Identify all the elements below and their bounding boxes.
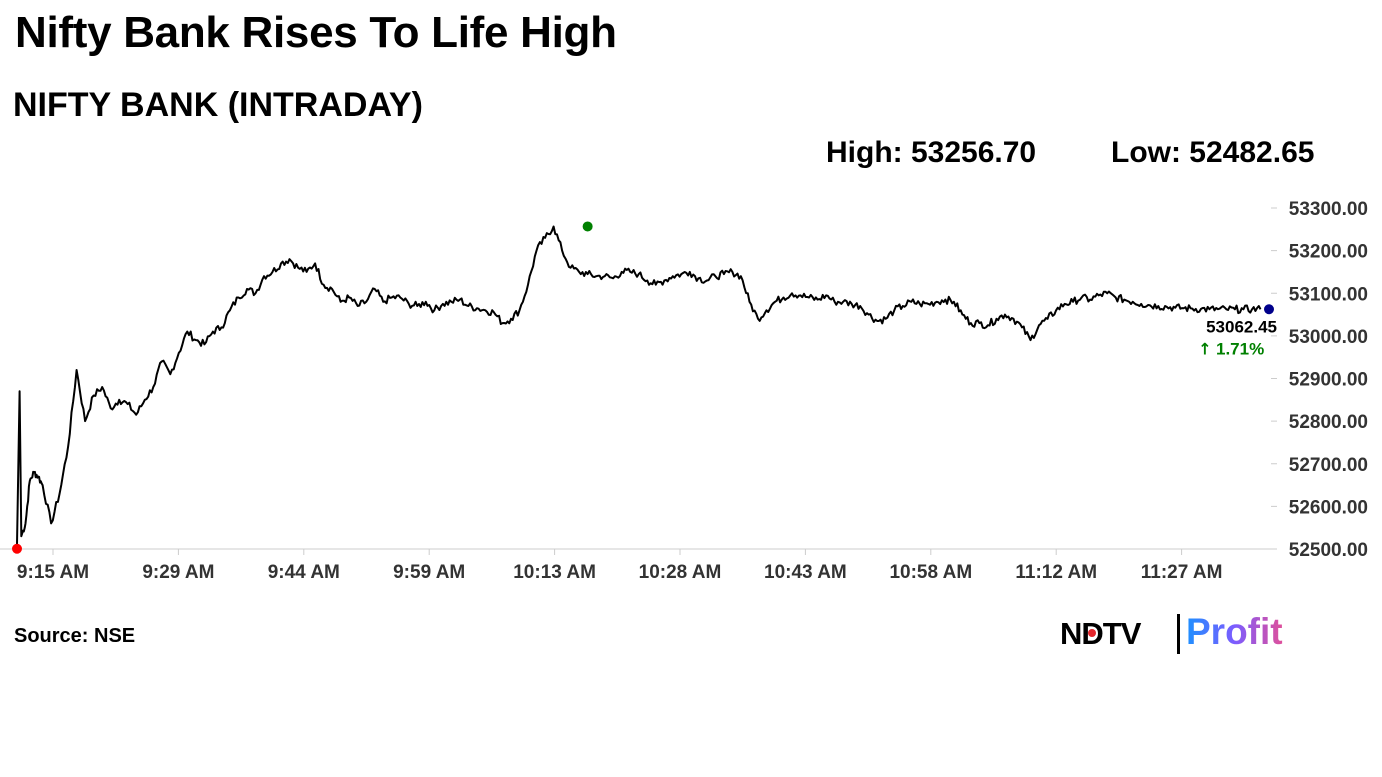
logo-brand-text: NDTV: [1060, 616, 1141, 651]
y-tick-label: 53200.00: [1289, 242, 1368, 263]
x-tick-label: 9:29 AM: [142, 562, 214, 583]
x-tick-label: 10:28 AM: [639, 562, 722, 583]
change-percent-label: 1.71%: [1216, 339, 1264, 358]
day-high: High: 53256.70: [826, 136, 1037, 169]
source-note: Source: NSE: [14, 625, 136, 647]
y-tick-label: 53100.00: [1289, 284, 1368, 305]
y-tick-label: 53300.00: [1289, 199, 1368, 220]
y-tick-label: 52800.00: [1289, 412, 1368, 433]
y-tick-label: 52900.00: [1289, 370, 1368, 391]
logo-divider: [1177, 614, 1180, 654]
headline: Nifty Bank Rises To Life High: [15, 8, 617, 57]
logo-dot-icon: [1088, 629, 1096, 637]
logo-product-text: Profit: [1186, 611, 1283, 652]
series-line: [16, 225, 1262, 545]
day-low: Low: 52482.65: [1111, 136, 1315, 169]
ndtv-profit-logo: NDTV Profit: [1060, 611, 1320, 656]
x-tick-label: 11:27 AM: [1141, 562, 1223, 583]
x-tick-label: 10:58 AM: [889, 562, 972, 583]
x-tick-label: 10:43 AM: [764, 562, 847, 583]
x-tick-label: 9:59 AM: [393, 562, 465, 583]
y-tick-label: 52500.00: [1289, 540, 1368, 561]
high-low-stats: High: 53256.70 Low: 52482.65: [826, 136, 1326, 172]
last-point-marker: [1264, 304, 1274, 315]
intraday-line-chart: 9:15 AM 9:29 AM 9:44 AM 9:59 AM 10:13 AM 10:2…: [0, 199, 1368, 583]
x-tick-label: 9:44 AM: [268, 562, 340, 583]
low-point-marker: [12, 543, 22, 554]
chart-subtitle: NIFTY BANK (INTRADAY): [13, 86, 423, 124]
y-tick-label: 52600.00: [1289, 497, 1368, 518]
x-tick-label: 11:12 AM: [1015, 562, 1097, 583]
last-value-label: 53062.45: [1206, 317, 1277, 336]
x-tick-label: 10:13 AM: [513, 562, 596, 583]
high-point-marker: [582, 221, 593, 232]
y-tick-label: 52700.00: [1289, 455, 1368, 476]
x-tick-label: 9:15 AM: [17, 562, 89, 583]
y-tick-label: 53000.00: [1289, 327, 1368, 348]
up-arrow-icon: ↑: [1198, 339, 1211, 358]
